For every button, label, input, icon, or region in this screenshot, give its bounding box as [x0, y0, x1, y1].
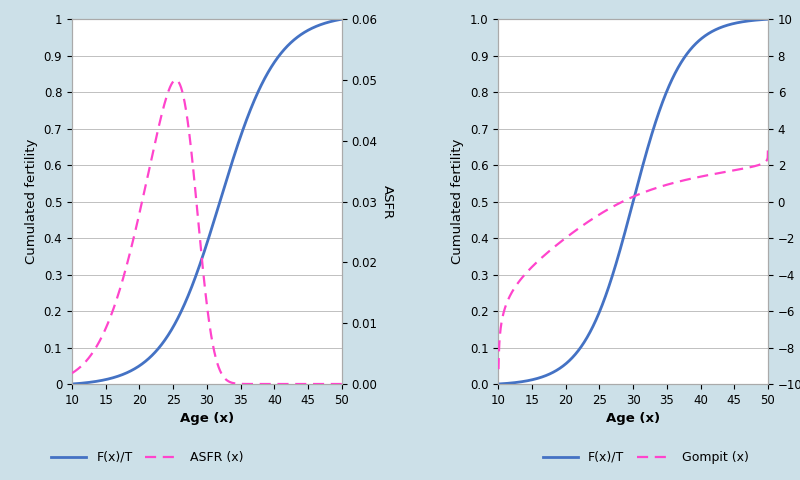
Y-axis label: Cumulated fertility: Cumulated fertility — [25, 139, 38, 264]
X-axis label: Age (x): Age (x) — [606, 412, 660, 425]
Legend: F(x)/T, ASFR (x): F(x)/T, ASFR (x) — [46, 446, 249, 469]
Legend: F(x)/T, Gompit (x): F(x)/T, Gompit (x) — [538, 446, 754, 469]
X-axis label: Age (x): Age (x) — [180, 412, 234, 425]
Y-axis label: ASFR: ASFR — [381, 184, 394, 219]
Y-axis label: Cumulated fertility: Cumulated fertility — [451, 139, 464, 264]
